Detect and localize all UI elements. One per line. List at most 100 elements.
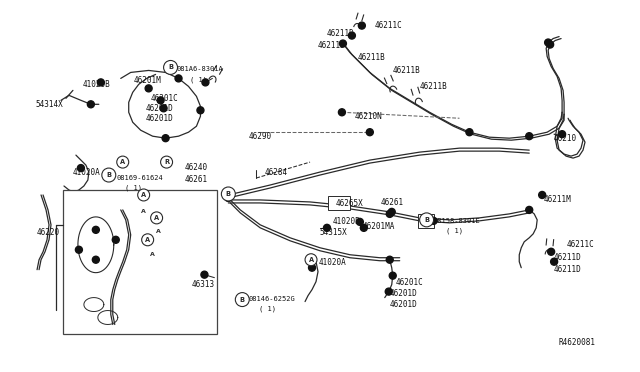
Circle shape: [237, 296, 244, 303]
Circle shape: [161, 156, 173, 168]
Circle shape: [358, 22, 365, 29]
Text: B: B: [240, 296, 244, 302]
Text: 46211C: 46211C: [375, 20, 403, 30]
Text: 46210: 46210: [554, 134, 577, 143]
Circle shape: [97, 79, 104, 86]
Text: 46265X: 46265X: [336, 199, 364, 208]
Text: 46211B: 46211B: [420, 82, 447, 92]
Circle shape: [162, 135, 169, 142]
Circle shape: [525, 133, 532, 140]
Text: 46211M: 46211M: [543, 195, 571, 204]
Circle shape: [388, 208, 396, 215]
Circle shape: [559, 131, 566, 138]
Text: 41020A: 41020A: [73, 168, 100, 177]
Circle shape: [525, 206, 532, 214]
Text: 46201D: 46201D: [390, 289, 417, 298]
Circle shape: [157, 97, 164, 104]
Text: A: A: [150, 252, 155, 257]
Text: 46211D: 46211D: [553, 253, 581, 262]
Text: 46210N: 46210N: [355, 112, 383, 121]
Circle shape: [550, 258, 557, 265]
Circle shape: [339, 109, 346, 116]
Text: 46211D: 46211D: [327, 29, 355, 38]
Circle shape: [360, 224, 367, 231]
Text: 46201M: 46201M: [134, 76, 161, 86]
Text: 46201C: 46201C: [150, 94, 179, 103]
Circle shape: [102, 168, 116, 182]
Text: ( 1): ( 1): [125, 184, 141, 190]
Circle shape: [466, 129, 473, 136]
Text: A: A: [145, 237, 150, 243]
Text: A: A: [141, 209, 146, 214]
Circle shape: [76, 246, 83, 253]
Text: 08146-6252G: 08146-6252G: [248, 296, 295, 302]
Circle shape: [221, 187, 236, 201]
Text: 46240: 46240: [184, 163, 207, 172]
Circle shape: [141, 234, 154, 246]
Circle shape: [356, 218, 364, 225]
Text: R4620081: R4620081: [558, 339, 595, 347]
Text: ( 1): ( 1): [259, 305, 276, 312]
Text: 46201C: 46201C: [396, 278, 424, 287]
Circle shape: [387, 256, 393, 263]
Text: 46201D: 46201D: [146, 104, 173, 113]
Circle shape: [348, 32, 355, 39]
Circle shape: [112, 236, 119, 243]
Text: B: B: [106, 172, 111, 178]
Circle shape: [385, 288, 392, 295]
Text: 46284: 46284: [264, 168, 287, 177]
Circle shape: [92, 256, 99, 263]
Circle shape: [420, 213, 433, 227]
Text: ( 1): ( 1): [445, 228, 463, 234]
Bar: [63, 190, 218, 334]
Text: B: B: [168, 64, 173, 70]
Circle shape: [202, 79, 209, 86]
Text: 08169-61624: 08169-61624: [116, 175, 163, 181]
Text: 46211B: 46211B: [393, 67, 420, 76]
Circle shape: [548, 248, 555, 255]
Text: 46211D: 46211D: [553, 265, 581, 274]
Circle shape: [545, 39, 552, 46]
Text: 081A6-8301A: 081A6-8301A: [177, 67, 223, 73]
Text: 46201MA: 46201MA: [363, 222, 396, 231]
Text: 46211B: 46211B: [358, 52, 386, 61]
Circle shape: [201, 271, 208, 278]
Text: A: A: [120, 159, 125, 165]
Circle shape: [175, 75, 182, 82]
Text: 46313: 46313: [191, 280, 214, 289]
Circle shape: [145, 85, 152, 92]
Text: 46201D: 46201D: [146, 114, 173, 123]
Circle shape: [225, 192, 232, 198]
Text: 54314X: 54314X: [35, 100, 63, 109]
Circle shape: [430, 217, 437, 224]
Text: 46211C: 46211C: [567, 240, 595, 249]
Bar: [418, 214, 433, 228]
Circle shape: [164, 61, 177, 74]
Text: A: A: [156, 229, 161, 234]
Text: 08158-8301E: 08158-8301E: [433, 218, 481, 224]
Circle shape: [197, 107, 204, 114]
Circle shape: [88, 101, 94, 108]
Text: A: A: [141, 192, 146, 198]
Circle shape: [150, 212, 163, 224]
Circle shape: [305, 254, 317, 266]
Text: A: A: [154, 215, 159, 221]
Circle shape: [92, 226, 99, 233]
Text: 46261: 46261: [381, 198, 404, 207]
Circle shape: [547, 41, 554, 48]
Text: 41020B: 41020B: [333, 217, 361, 226]
Text: B: B: [226, 191, 231, 197]
Circle shape: [77, 164, 84, 171]
Bar: [328, 196, 350, 210]
Text: 46261: 46261: [184, 175, 207, 184]
Text: 54315X: 54315X: [319, 228, 347, 237]
Circle shape: [116, 156, 129, 168]
Circle shape: [539, 192, 546, 198]
Text: 46220: 46220: [37, 228, 60, 237]
Text: A: A: [308, 257, 314, 263]
Circle shape: [323, 224, 330, 231]
Circle shape: [308, 264, 316, 271]
Text: 46211D: 46211D: [318, 41, 346, 49]
Circle shape: [225, 195, 232, 202]
Circle shape: [387, 211, 393, 217]
